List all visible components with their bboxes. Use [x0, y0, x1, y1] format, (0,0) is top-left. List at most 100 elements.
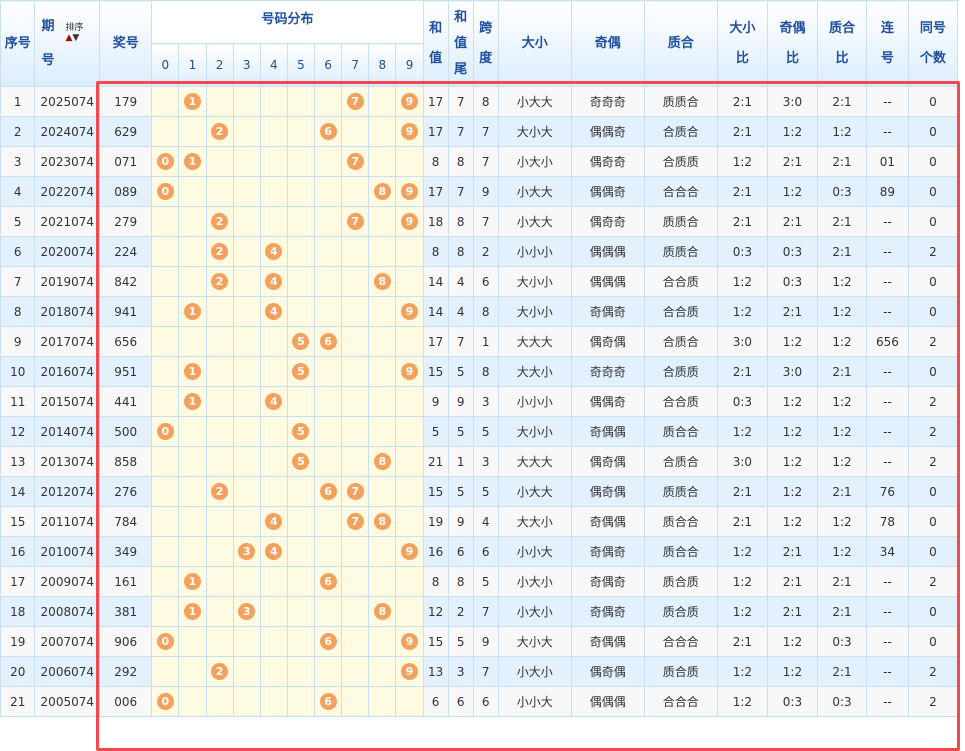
cell-same: 0 — [907, 176, 959, 207]
distribution-cell-5 — [286, 686, 316, 717]
sort-desc-icon[interactable]: ▼ — [72, 33, 80, 43]
cell-pc-ratio: 2:1 — [816, 86, 868, 117]
cell-same: 2 — [907, 326, 959, 357]
distribution-cell-3 — [232, 446, 261, 477]
cell-pc-ratio: 1:2 — [816, 326, 868, 357]
cell-bs-ratio: 3:0 — [716, 326, 768, 357]
number-ball: 9 — [401, 93, 418, 110]
table-row: 6 2020074 224 2 4 8 8 2 小小小 偶偶偶 质质合 0:3 0:3 2:1 -- 2 — [0, 236, 959, 267]
cell-seq: 8 — [0, 296, 36, 327]
cell-seq: 11 — [0, 386, 36, 417]
distribution-cell-0: 0 — [151, 626, 180, 657]
cell-issue: 2013074 — [34, 446, 101, 477]
table-row: 4 2022074 089 0 8 9 17 7 9 小大大 偶偶奇 合合合 2:1 1:2 0:3 89 0 — [0, 176, 959, 207]
cell-oe-ratio: 1:2 — [766, 476, 818, 507]
col-sum-tail: 和值尾 — [447, 0, 474, 87]
distribution-cell-7 — [341, 266, 370, 297]
cell-issue: 2005074 — [34, 686, 101, 717]
distribution-cell-0: 0 — [151, 176, 180, 207]
col-issue[interactable]: 期 号 排序 ▲▼ — [34, 0, 101, 87]
table-row: 12 2014074 500 0 5 5 5 5 大小小 奇偶偶 质合合 1:2 1:2 1:2 -- 2 — [0, 416, 959, 447]
number-ball: 2 — [211, 663, 229, 680]
distribution-cell-7 — [341, 356, 370, 387]
cell-bs-ratio: 2:1 — [716, 626, 768, 657]
cell-pc-ratio: 2:1 — [816, 656, 868, 687]
cell-consec: 78 — [866, 506, 909, 537]
col-pc-ratio: 质合比 — [816, 0, 868, 87]
cell-primecomp: 合合合 — [643, 176, 718, 207]
table-row: 14 2012074 276 2 6 7 15 5 5 小大大 偶奇偶 质质合 2:1 1:2 2:1 76 0 — [0, 476, 959, 507]
distribution-cell-2 — [205, 446, 234, 477]
distribution-cell-9 — [395, 566, 424, 597]
distribution-cell-4: 4 — [259, 386, 288, 417]
cell-prize: 089 — [99, 176, 153, 207]
distribution-cell-1: 1 — [178, 386, 207, 417]
col-issue-bottom: 号 — [41, 52, 55, 68]
cell-consec: -- — [866, 206, 909, 237]
distribution-cell-9: 9 — [395, 626, 424, 657]
cell-seq: 13 — [0, 446, 36, 477]
col-bigsmall: 大小 — [497, 0, 572, 87]
digit-header-6: 6 — [314, 43, 343, 87]
cell-span: 3 — [472, 386, 499, 417]
cell-prize: 006 — [99, 686, 153, 717]
number-ball: 6 — [319, 333, 337, 350]
table-row: 16 2010074 349 3 4 9 16 6 6 小小大 奇偶奇 质合合 1:2 2:1 1:2 34 0 — [0, 536, 959, 567]
cell-sum-tail: 5 — [447, 356, 474, 387]
cell-bigsmall: 大大小 — [497, 506, 572, 537]
distribution-cell-0 — [151, 86, 180, 117]
distribution-cell-4 — [259, 416, 288, 447]
distribution-cell-1 — [178, 116, 207, 147]
cell-pc-ratio: 2:1 — [816, 476, 868, 507]
number-ball: 2 — [211, 213, 229, 230]
sort-asc-icon[interactable]: ▲ — [65, 33, 73, 43]
lottery-history-table: 序号 期 号 排序 ▲▼ 奖号 号码分布 和值 和值尾 跨度 大小 奇偶 质合 大… — [0, 0, 959, 717]
distribution-cell-6 — [314, 146, 343, 177]
distribution-cell-8 — [368, 296, 397, 327]
distribution-cell-9 — [395, 386, 424, 417]
table-row: 3 2023074 071 0 1 7 8 8 7 小大小 偶奇奇 合质质 1:2 2:1 2:1 01 0 — [0, 146, 959, 177]
number-ball: 4 — [265, 543, 283, 560]
cell-sum-tail: 5 — [447, 626, 474, 657]
distribution-cell-3 — [232, 176, 261, 207]
distribution-cell-6 — [314, 386, 343, 417]
distribution-cell-8 — [368, 416, 397, 447]
distribution-cell-5 — [286, 236, 316, 267]
distribution-cell-9 — [395, 326, 424, 357]
distribution-cell-5 — [286, 626, 316, 657]
cell-consec: 76 — [866, 476, 909, 507]
col-bs-ratio: 大小比 — [716, 0, 768, 87]
cell-span: 1 — [472, 326, 499, 357]
distribution-cell-6: 6 — [314, 476, 343, 507]
distribution-cell-9: 9 — [395, 656, 424, 687]
cell-sum-tail: 6 — [447, 686, 474, 717]
cell-same: 2 — [907, 656, 959, 687]
cell-consec: -- — [866, 386, 909, 417]
cell-oddeven: 奇偶偶 — [570, 626, 645, 657]
distribution-cell-1 — [178, 656, 207, 687]
distribution-cell-8 — [368, 626, 397, 657]
cell-prize: 071 — [99, 146, 153, 177]
number-ball: 9 — [401, 663, 418, 680]
cell-oddeven: 奇偶奇 — [570, 566, 645, 597]
distribution-cell-2 — [205, 686, 234, 717]
cell-sum-tail: 7 — [447, 86, 474, 117]
cell-primecomp: 质质合 — [643, 206, 718, 237]
distribution-cell-4 — [259, 356, 288, 387]
cell-primecomp: 质合质 — [643, 656, 718, 687]
distribution-cell-5 — [286, 146, 316, 177]
cell-bs-ratio: 2:1 — [716, 176, 768, 207]
distribution-cell-1: 1 — [178, 596, 207, 627]
cell-oddeven: 奇奇奇 — [570, 356, 645, 387]
cell-bigsmall: 小大大 — [497, 206, 572, 237]
cell-consec: -- — [866, 566, 909, 597]
cell-sum: 21 — [422, 446, 449, 477]
cell-oddeven: 偶偶偶 — [570, 686, 645, 717]
distribution-cell-2: 2 — [205, 266, 234, 297]
sort-control[interactable]: 排序 ▲▼ — [65, 23, 83, 43]
number-ball: 2 — [211, 483, 229, 500]
cell-sum-tail: 5 — [447, 416, 474, 447]
cell-same: 0 — [907, 296, 959, 327]
number-ball: 3 — [238, 603, 256, 620]
distribution-cell-8: 8 — [368, 176, 397, 207]
